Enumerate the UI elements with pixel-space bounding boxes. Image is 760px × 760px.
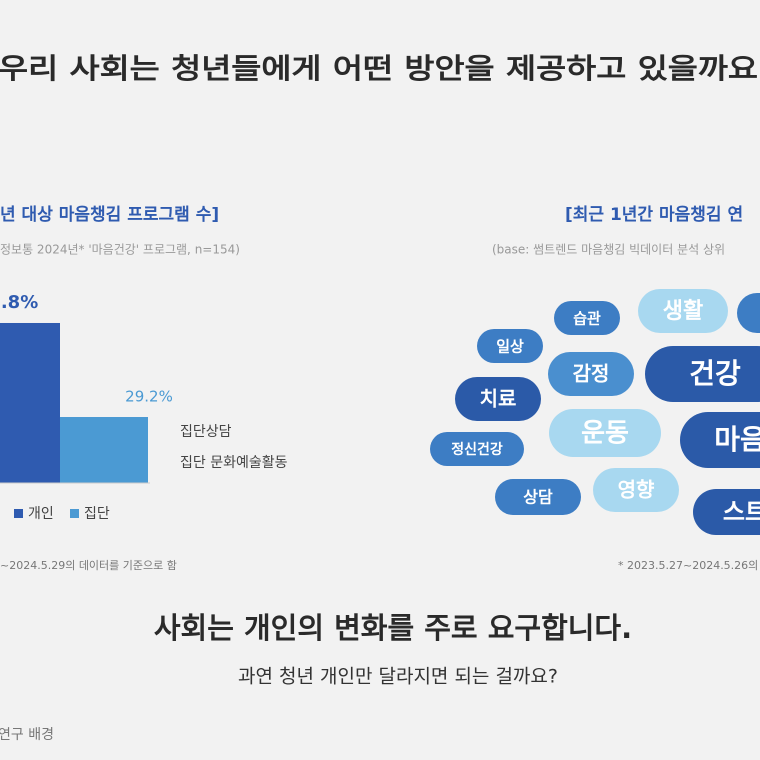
word: 습관 <box>573 310 601 328</box>
question: 과연 청년 개인만 달라지면 되는 걸까요? <box>238 666 558 688</box>
word: 스트 <box>723 498 760 526</box>
panel-subtitle: 정보통 2024년* '마음건강' 프로그램, n=154) <box>0 243 240 257</box>
value-label: 70.8% <box>0 292 38 313</box>
word-bubble <box>645 346 760 402</box>
legend-label: 개인 <box>28 506 54 522</box>
word: 마음 <box>714 423 760 456</box>
legend-swatch <box>70 509 79 518</box>
word-bubble <box>549 409 661 457</box>
word-bubble <box>477 329 543 363</box>
footnote: ~2024.5.29의 데이터를 기준으로 함 <box>0 559 177 572</box>
word: 영향 <box>618 478 655 502</box>
word-bubble <box>548 352 634 396</box>
word-bubble <box>680 412 760 468</box>
word-bubble <box>430 432 524 466</box>
legend-label: 집단 <box>84 506 110 522</box>
slide-title: 우리 사회는 청년들에게 어떤 방안을 제공하고 있을까요 <box>0 52 758 85</box>
word-bubble <box>554 301 620 335</box>
legend-swatch <box>14 509 23 518</box>
annotation: 집단 문화예술활동 <box>180 455 288 471</box>
word: 감정 <box>573 362 610 386</box>
word-bubble <box>737 293 760 333</box>
word: 생활 <box>663 299 703 324</box>
word: 치료 <box>480 387 517 411</box>
word-bubble <box>638 289 728 333</box>
word: 건강 <box>689 357 741 390</box>
word: 상담 <box>523 488 553 507</box>
section-label: 연구 배경 <box>0 727 54 743</box>
panel-subtitle: (base: 썸트렌드 마음챙김 빅데이터 분석 상위 <box>492 242 725 257</box>
footnote: * 2023.5.27~2024.5.26의 <box>618 559 758 572</box>
word: 일상 <box>496 338 524 356</box>
word-bubble <box>455 377 541 421</box>
value-label: 29.2% <box>125 388 173 406</box>
word-bubble <box>693 489 760 535</box>
word: 운동 <box>581 419 629 449</box>
panel-title: 년 대상 마음챙김 프로그램 수] <box>0 205 219 225</box>
headline: 사회는 개인의 변화를 주로 요구합니다. <box>154 611 632 645</box>
bar <box>0 322 60 483</box>
bar <box>60 417 148 483</box>
word: 정신건강 <box>451 441 503 458</box>
word-bubble <box>593 468 679 512</box>
panel-title: [최근 1년간 마음챙김 연 <box>565 205 743 225</box>
word-bubble <box>495 479 581 515</box>
annotation: 집단상담 <box>180 424 232 440</box>
